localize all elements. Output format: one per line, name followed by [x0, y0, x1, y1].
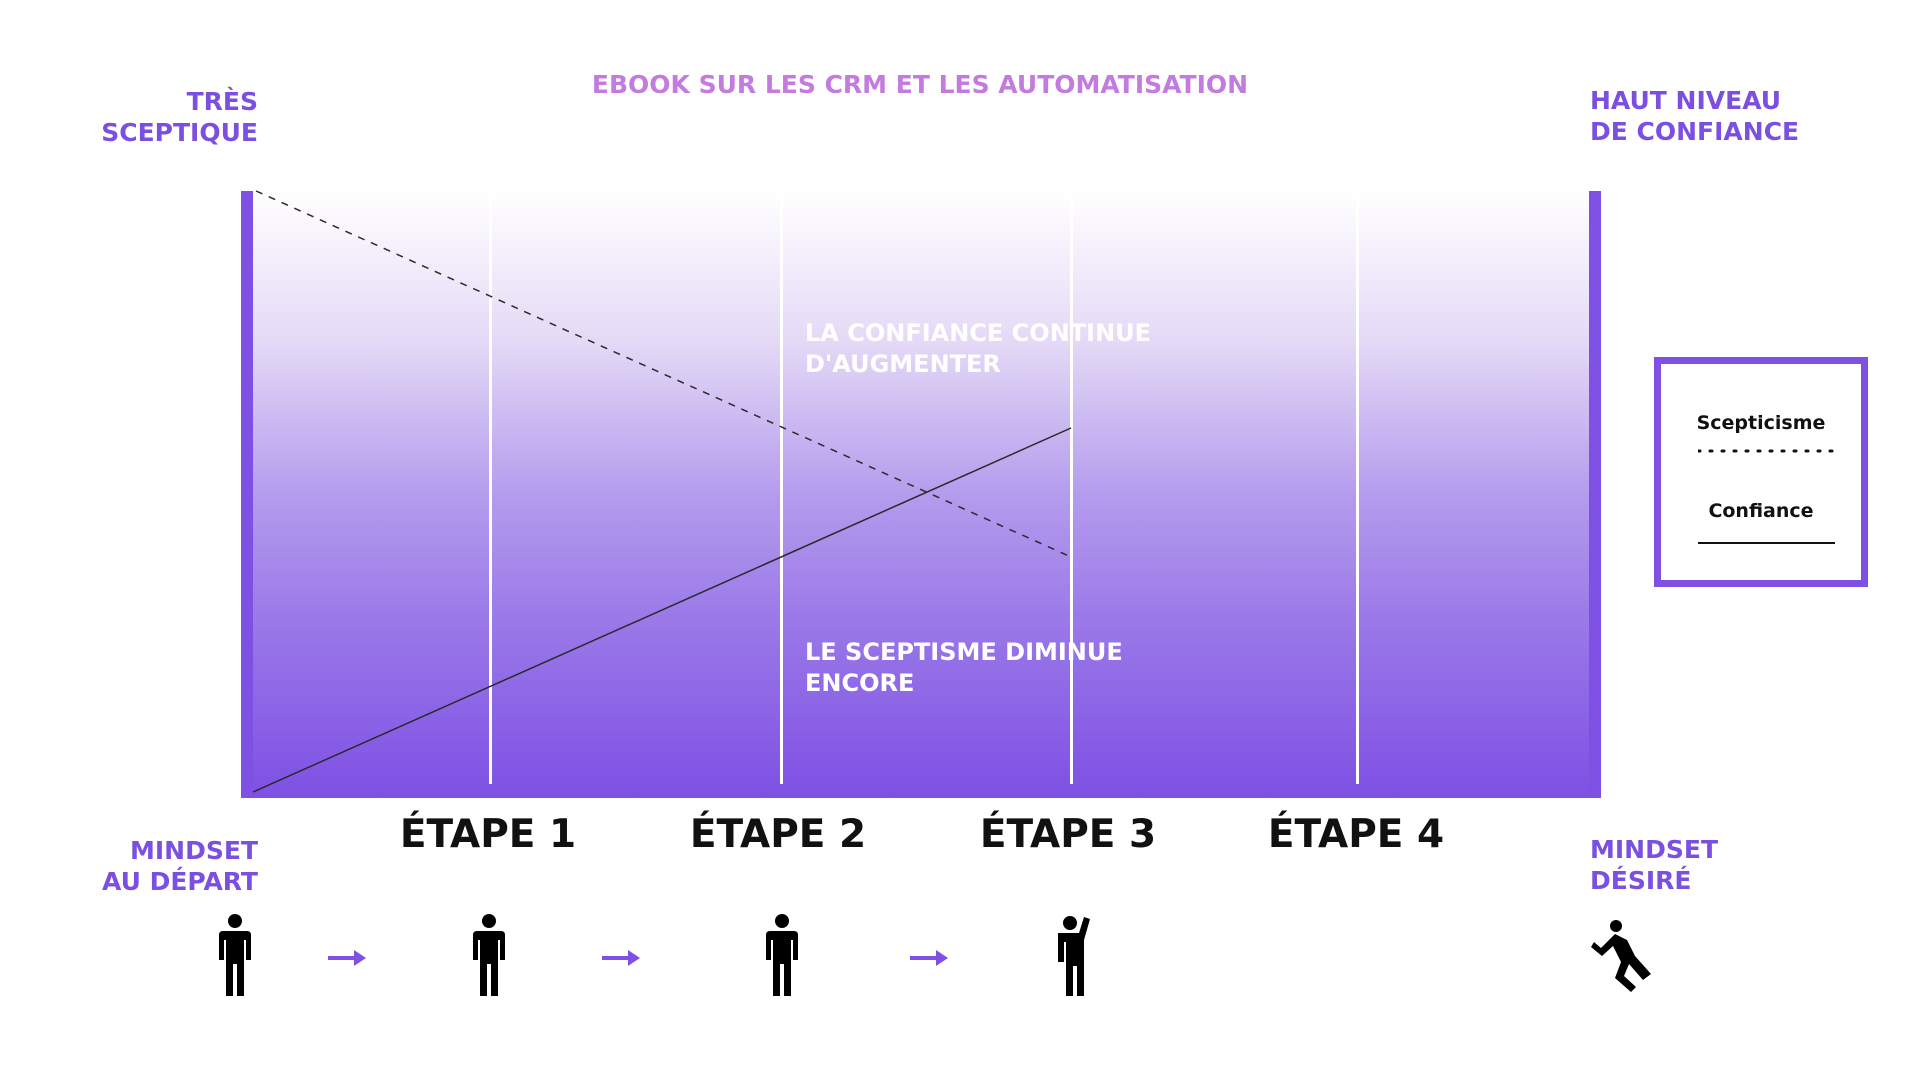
standing-person-icon — [219, 914, 251, 996]
top-right-label: HAUT NIVEAU DE CONFIANCE — [1590, 85, 1799, 147]
bottom-right-label-line-1: MINDSET — [1590, 835, 1718, 864]
bottom-left-label-line-1: MINDSET — [130, 836, 258, 865]
legend-confidence-label: Confiance — [1708, 500, 1814, 522]
confidence-note: LA CONFIANCE CONTINUE D'AUGMENTER — [805, 318, 1151, 380]
diagram-title: EBOOK SUR LES CRM ET LES AUTOMATISATION — [591, 70, 1249, 99]
arrow-right-icon — [910, 950, 948, 966]
skepticism-note-line-2: ENCORE — [805, 669, 915, 697]
skepticism-line — [255, 190, 1072, 558]
step-label-3: ÉTAPE 3 — [979, 812, 1157, 857]
standing-person-icon — [766, 914, 798, 996]
standing-person-icon — [473, 914, 505, 996]
legend-box: Scepticisme Confiance — [1654, 357, 1868, 587]
confidence-note-line-2: D'AUGMENTER — [805, 350, 1001, 378]
top-right-label-line-1: HAUT NIVEAU — [1590, 86, 1782, 115]
arrow-right-icon — [602, 950, 640, 966]
panel-left-edge — [241, 191, 253, 798]
legend-dotted-line — [1698, 449, 1835, 453]
panel-right-edge — [1589, 191, 1601, 798]
bottom-left-label: MINDSET AU DÉPART — [102, 835, 258, 897]
jumping-person-icon — [1591, 920, 1651, 992]
bottom-left-label-line-2: AU DÉPART — [102, 867, 258, 896]
step-label-4: ÉTAPE 4 — [1267, 812, 1445, 857]
skepticism-note: LE SCEPTISME DIMINUE ENCORE — [805, 637, 1123, 699]
step-label-1: ÉTAPE 1 — [399, 812, 577, 857]
bottom-right-label-line-2: DÉSIRÉ — [1590, 866, 1692, 895]
top-left-label: TRÈS SCEPTIQUE — [101, 86, 258, 148]
bottom-right-label: MINDSET DÉSIRÉ — [1590, 834, 1718, 896]
step-divider-2 — [780, 191, 783, 784]
step-divider-4 — [1356, 191, 1359, 784]
step-divider-1 — [489, 191, 492, 784]
confidence-line — [252, 427, 1072, 793]
waving-person-icon — [1058, 916, 1090, 996]
step-divider-3 — [1070, 191, 1073, 784]
skepticism-note-line-1: LE SCEPTISME DIMINUE — [805, 638, 1123, 666]
arrow-right-icon — [328, 950, 366, 966]
top-left-label-line-1: TRÈS — [186, 87, 258, 116]
confidence-note-line-1: LA CONFIANCE CONTINUE — [805, 319, 1152, 347]
step-label-2: ÉTAPE 2 — [689, 812, 867, 857]
legend-skepticism-label: Scepticisme — [1696, 412, 1826, 434]
legend-solid-line — [1698, 542, 1835, 544]
top-left-label-line-2: SCEPTIQUE — [101, 118, 258, 147]
top-right-label-line-2: DE CONFIANCE — [1590, 117, 1800, 146]
